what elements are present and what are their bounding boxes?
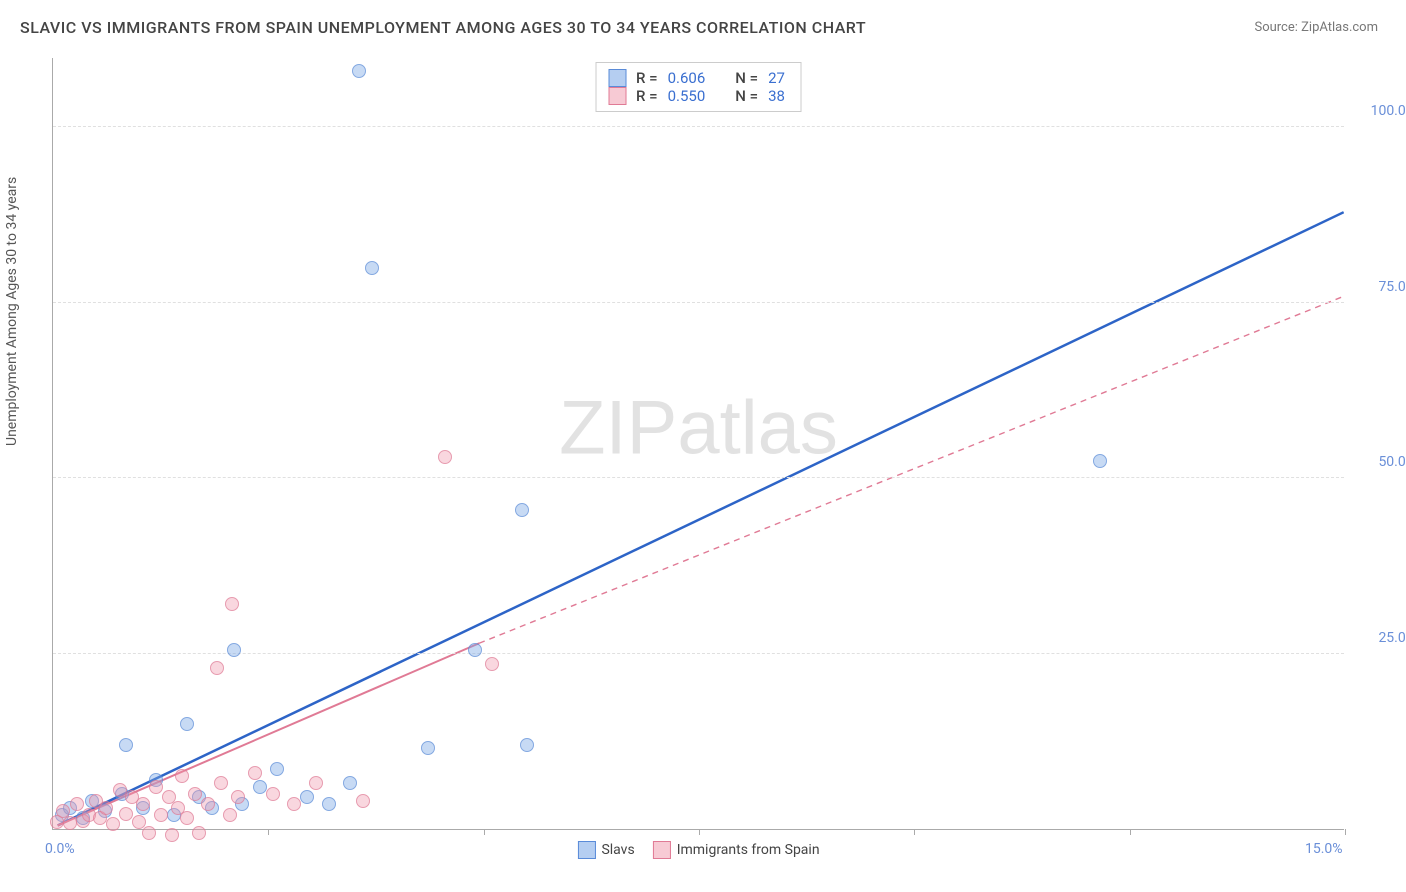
data-point <box>165 828 179 842</box>
data-point <box>253 780 267 794</box>
data-point <box>227 643 241 657</box>
data-point <box>136 797 150 811</box>
stats-row-slavs: R = 0.606 N = 27 <box>608 69 785 87</box>
x-tick-label: 0.0% <box>45 841 75 857</box>
data-point <box>515 503 529 517</box>
scatter-plot: ZIPatlas R = 0.606 N = 27 R = 0.550 N = … <box>52 58 1344 830</box>
data-point <box>106 817 120 831</box>
source-credit: Source: ZipAtlas.com <box>1254 20 1378 35</box>
data-point <box>365 261 379 275</box>
swatch-blue-icon <box>608 69 626 87</box>
data-point <box>231 790 245 804</box>
chart-title: SLAVIC VS IMMIGRANTS FROM SPAIN UNEMPLOY… <box>20 18 866 37</box>
data-point <box>149 780 163 794</box>
tick-v <box>1345 829 1346 835</box>
legend-item-slavs: Slavs <box>577 841 634 859</box>
data-point <box>70 797 84 811</box>
data-point <box>214 776 228 790</box>
data-point <box>356 794 370 808</box>
data-point <box>322 797 336 811</box>
data-point <box>201 797 215 811</box>
data-point <box>287 797 301 811</box>
data-point <box>248 766 262 780</box>
y-tick-label: 50.0% <box>1352 454 1406 470</box>
data-point <box>142 826 156 840</box>
data-point <box>99 801 113 815</box>
x-tick-label: 15.0% <box>1305 841 1343 857</box>
data-point <box>225 597 239 611</box>
data-point <box>63 816 77 830</box>
regression-lines <box>53 58 1344 829</box>
tick-v <box>268 829 269 835</box>
y-tick-label: 75.0% <box>1352 279 1406 295</box>
data-point <box>180 717 194 731</box>
data-point <box>266 787 280 801</box>
data-point <box>119 738 133 752</box>
swatch-pink-icon <box>653 841 671 859</box>
data-point <box>300 790 314 804</box>
data-point <box>421 741 435 755</box>
data-point <box>119 807 133 821</box>
data-point <box>485 657 499 671</box>
y-tick-label: 25.0% <box>1352 630 1406 646</box>
data-point <box>210 661 224 675</box>
swatch-blue-icon <box>577 841 595 859</box>
watermark: ZIPatlas <box>559 385 838 472</box>
gridline-h <box>53 302 1344 303</box>
data-point <box>154 808 168 822</box>
gridline-h <box>53 653 1344 654</box>
data-point <box>468 643 482 657</box>
data-point <box>180 811 194 825</box>
data-point <box>270 762 284 776</box>
gridline-h <box>53 126 1344 127</box>
stats-row-spain: R = 0.550 N = 38 <box>608 87 785 105</box>
data-point <box>309 776 323 790</box>
data-point <box>520 738 534 752</box>
data-point <box>175 769 189 783</box>
legend: Slavs Immigrants from Spain <box>577 841 819 859</box>
tick-v <box>1130 829 1131 835</box>
data-point <box>192 826 206 840</box>
tick-v <box>914 829 915 835</box>
data-point <box>1093 454 1107 468</box>
y-axis-label: Unemployment Among Ages 30 to 34 years <box>4 177 20 446</box>
correlation-stats-box: R = 0.606 N = 27 R = 0.550 N = 38 <box>595 62 802 112</box>
data-point <box>343 776 357 790</box>
gridline-h <box>53 477 1344 478</box>
legend-item-spain: Immigrants from Spain <box>653 841 820 859</box>
tick-v <box>699 829 700 835</box>
y-tick-label: 100.0% <box>1352 103 1406 119</box>
data-point <box>188 787 202 801</box>
swatch-pink-icon <box>608 87 626 105</box>
data-point <box>438 450 452 464</box>
data-point <box>223 808 237 822</box>
data-point <box>352 64 366 78</box>
tick-v <box>484 829 485 835</box>
